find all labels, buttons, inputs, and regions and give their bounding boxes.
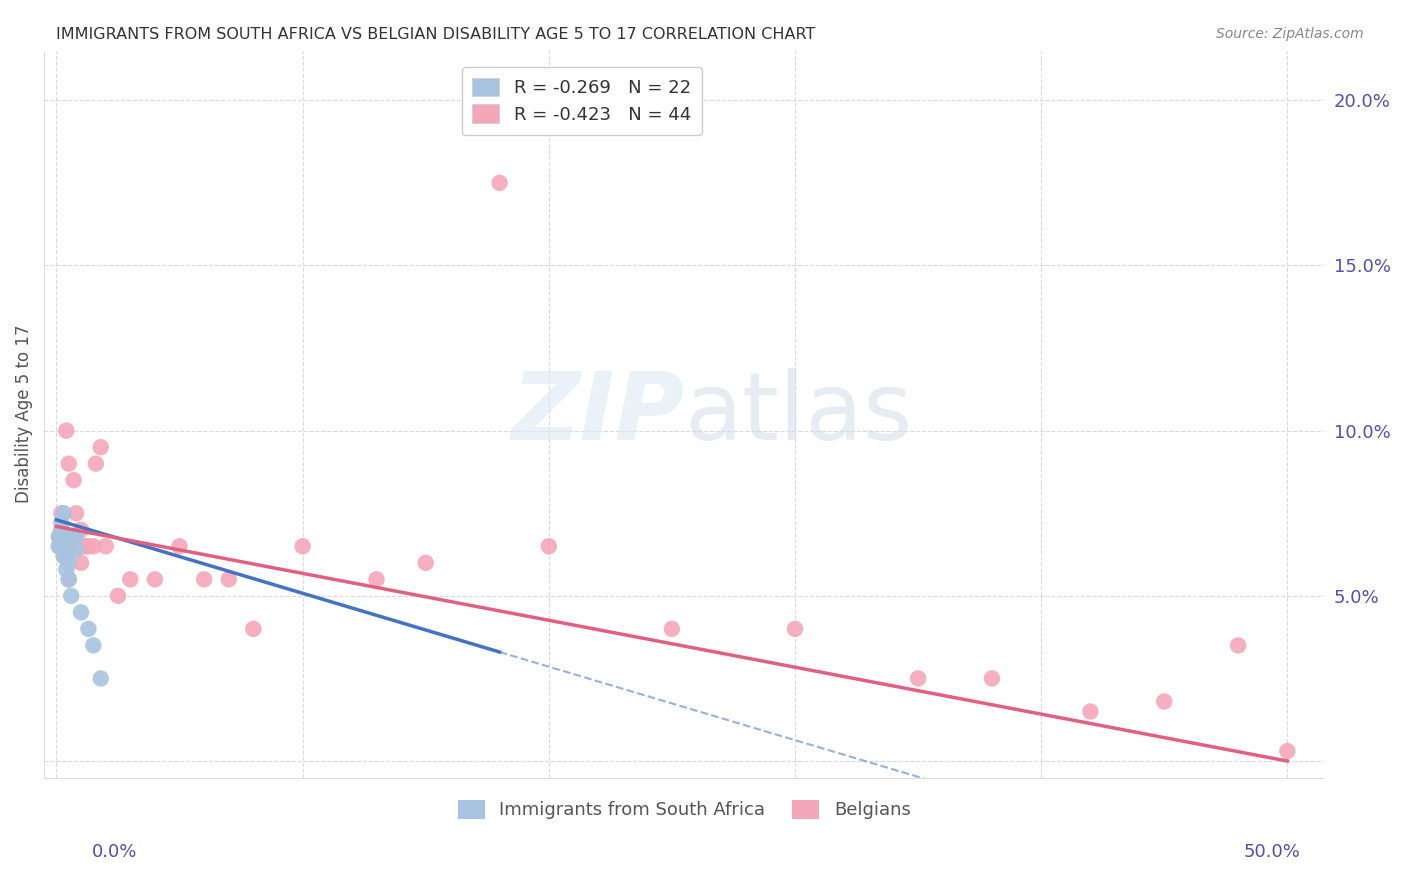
Text: Source: ZipAtlas.com: Source: ZipAtlas.com xyxy=(1216,27,1364,41)
Point xyxy=(48,529,70,543)
Point xyxy=(52,529,75,543)
Point xyxy=(143,572,166,586)
Point xyxy=(51,516,73,530)
Point xyxy=(58,556,80,570)
Point xyxy=(90,672,112,686)
Point xyxy=(661,622,683,636)
Point xyxy=(65,542,87,557)
Point xyxy=(82,639,104,653)
Point xyxy=(291,539,314,553)
Point xyxy=(55,539,77,553)
Point xyxy=(218,572,240,586)
Point xyxy=(169,539,191,553)
Point xyxy=(65,529,87,543)
Point xyxy=(980,672,1002,686)
Point xyxy=(55,424,77,438)
Point xyxy=(51,529,73,543)
Point xyxy=(65,506,87,520)
Text: ZIP: ZIP xyxy=(512,368,685,460)
Point xyxy=(1277,744,1299,758)
Point xyxy=(51,539,73,553)
Point xyxy=(62,539,84,553)
Point xyxy=(70,523,93,537)
Point xyxy=(193,572,215,586)
Point xyxy=(58,457,80,471)
Text: atlas: atlas xyxy=(685,368,912,460)
Point xyxy=(48,529,70,543)
Point xyxy=(1080,705,1102,719)
Point xyxy=(84,457,107,471)
Point xyxy=(55,549,77,564)
Point xyxy=(90,440,112,454)
Point xyxy=(70,556,93,570)
Point xyxy=(60,539,83,553)
Point xyxy=(48,539,70,553)
Point xyxy=(107,589,129,603)
Point xyxy=(366,572,388,586)
Point xyxy=(907,672,929,686)
Point xyxy=(52,506,75,520)
Point xyxy=(77,622,100,636)
Point xyxy=(60,589,83,603)
Point xyxy=(52,549,75,564)
Point xyxy=(1227,639,1250,653)
Point xyxy=(1153,695,1175,709)
Point xyxy=(94,539,117,553)
Point xyxy=(537,93,560,107)
Point xyxy=(51,523,73,537)
Point xyxy=(82,539,104,553)
Point xyxy=(488,176,510,190)
Text: 50.0%: 50.0% xyxy=(1244,843,1301,861)
Point xyxy=(51,506,73,520)
Point xyxy=(58,572,80,586)
Y-axis label: Disability Age 5 to 17: Disability Age 5 to 17 xyxy=(15,325,32,503)
Point xyxy=(77,539,100,553)
Legend: Immigrants from South Africa, Belgians: Immigrants from South Africa, Belgians xyxy=(450,793,918,827)
Point xyxy=(783,622,806,636)
Text: 0.0%: 0.0% xyxy=(91,843,136,861)
Point xyxy=(62,529,84,543)
Text: IMMIGRANTS FROM SOUTH AFRICA VS BELGIAN DISABILITY AGE 5 TO 17 CORRELATION CHART: IMMIGRANTS FROM SOUTH AFRICA VS BELGIAN … xyxy=(56,27,815,42)
Point xyxy=(48,539,70,553)
Point xyxy=(52,539,75,553)
Point xyxy=(537,539,560,553)
Point xyxy=(72,539,94,553)
Point xyxy=(58,572,80,586)
Point xyxy=(415,556,437,570)
Point xyxy=(75,539,97,553)
Point xyxy=(242,622,264,636)
Point xyxy=(52,549,75,564)
Point xyxy=(67,539,90,553)
Point xyxy=(55,562,77,576)
Point xyxy=(58,539,80,553)
Point xyxy=(62,473,84,487)
Point xyxy=(70,606,93,620)
Point xyxy=(120,572,142,586)
